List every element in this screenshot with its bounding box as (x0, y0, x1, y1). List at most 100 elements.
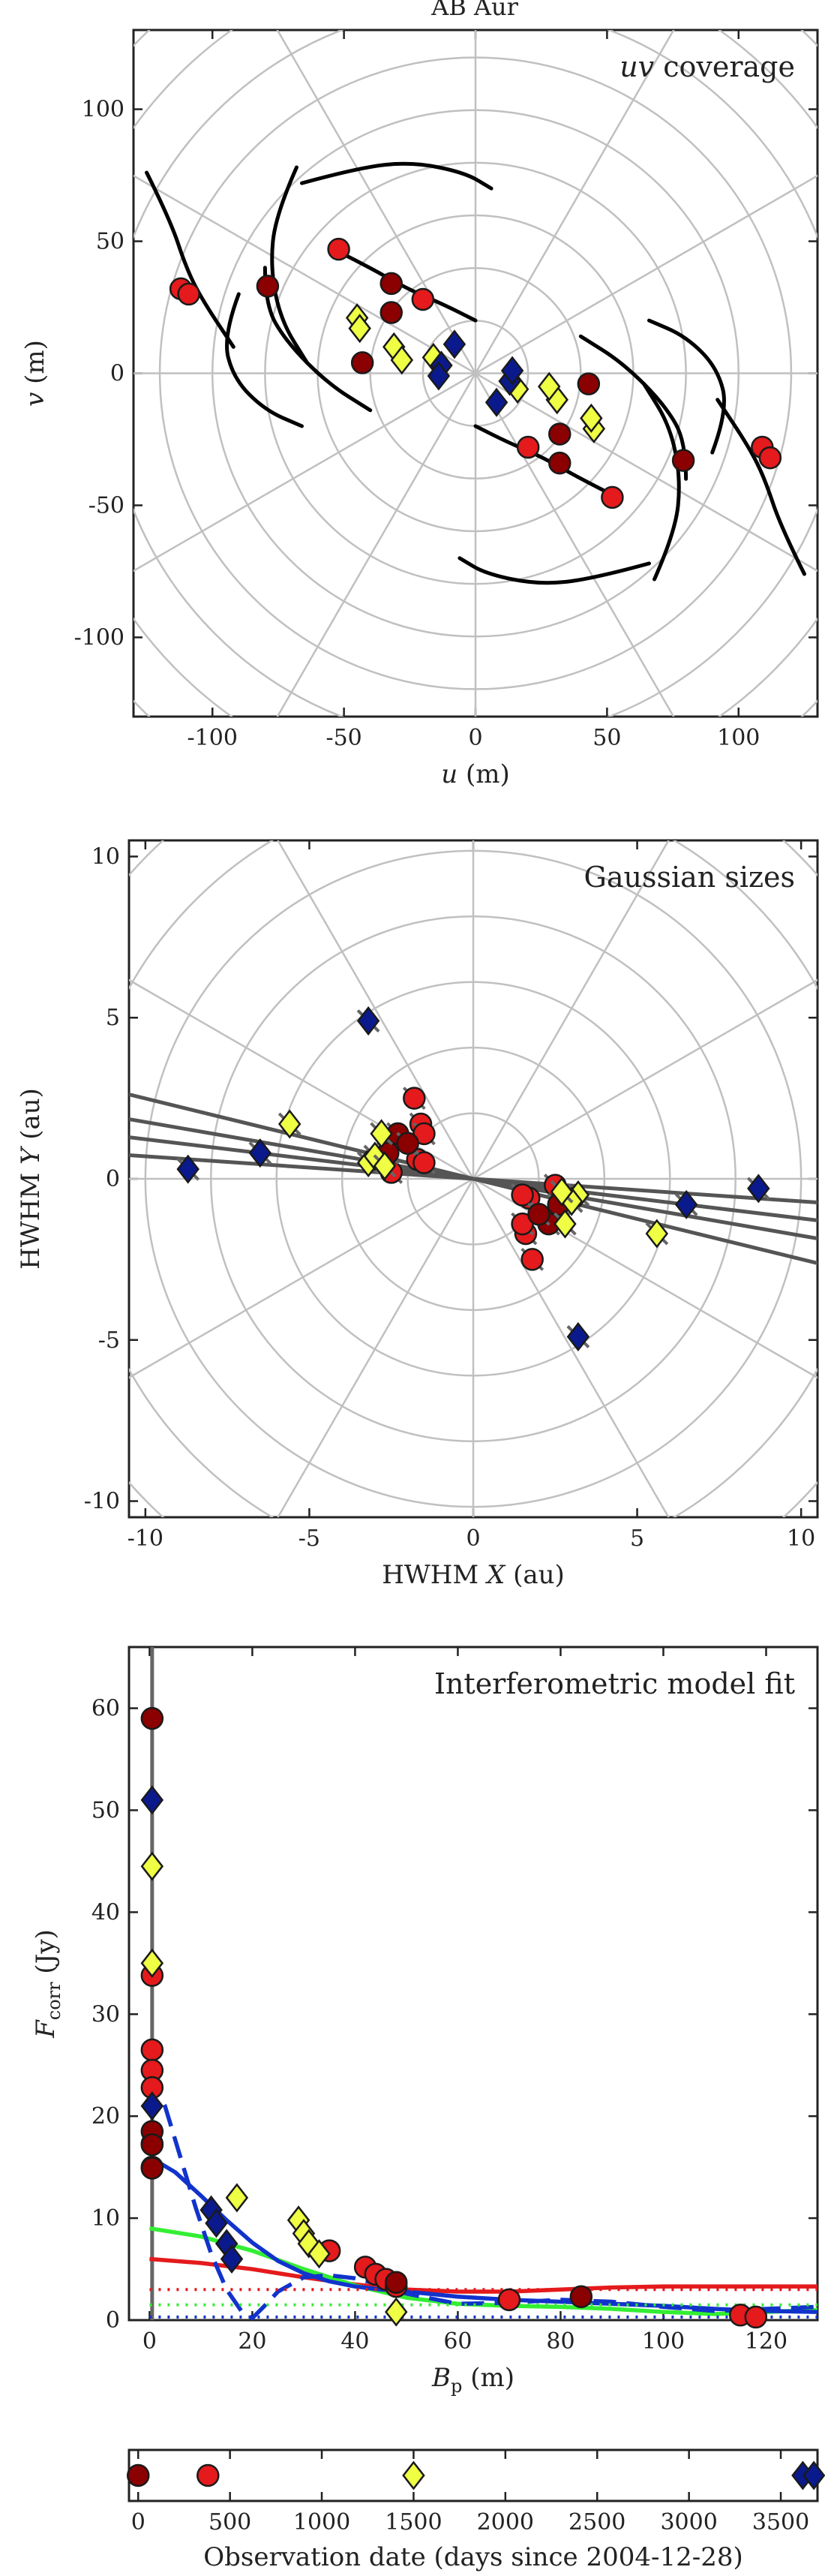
plot-frame (128, 2448, 819, 2502)
uv-track (262, 266, 373, 413)
x-tick-label: 20 (238, 2328, 266, 2355)
uv-track (716, 398, 806, 576)
fit-series-dark_red (140, 1706, 593, 2308)
uv-track (225, 292, 304, 428)
x-tick-label: 3500 (752, 2509, 809, 2535)
uv-point (256, 275, 280, 298)
grid-spoke (134, 174, 818, 573)
fit-point (569, 2285, 593, 2308)
fit-point (140, 1948, 164, 1978)
x-tick-label: 2500 (568, 2509, 626, 2535)
model-curves (147, 1647, 818, 2320)
uv-track (473, 424, 614, 497)
uv-track (641, 382, 681, 582)
fit-point (140, 2157, 164, 2180)
fit-point (385, 2297, 408, 2327)
uv-point (758, 446, 782, 470)
uv-point (537, 371, 561, 401)
uv-point (177, 282, 200, 306)
fit-point (220, 2244, 244, 2274)
gauss-point (248, 1138, 272, 1168)
gauss-point (403, 1087, 426, 1110)
x-tick-label: 50 (592, 725, 621, 751)
uv-track (270, 165, 310, 365)
fit-point (308, 2239, 331, 2269)
y-tick-label: 40 (92, 1899, 120, 1925)
fit-point (140, 2091, 164, 2121)
x-axis-label: u (m) (441, 759, 509, 789)
gauss-point (511, 1183, 534, 1207)
gauss-point (373, 1151, 397, 1181)
y-tick-label: 50 (92, 1797, 120, 1823)
x-axis-label: Observation date (days since 2004-12-28) (203, 2542, 743, 2572)
grid-circle (134, 30, 818, 717)
gauss-point (370, 1119, 393, 1149)
y-tick-label: 0 (110, 361, 124, 387)
model-curve-red (149, 2256, 818, 2294)
x-tick-label: 40 (340, 2328, 369, 2355)
gauss-series-navy (176, 1005, 770, 1352)
uv-series-red (169, 237, 782, 509)
plot-frame (128, 1646, 819, 2322)
fit-point (225, 2183, 249, 2213)
y-tick-label: 0 (106, 2307, 120, 2334)
gauss-point (550, 1177, 574, 1207)
x-tick-label: 60 (443, 2328, 472, 2355)
x-tick-label: 120 (745, 2328, 788, 2355)
uv-point (380, 301, 404, 324)
uv-point (427, 361, 451, 391)
x-tick-label: 0 (131, 2509, 146, 2535)
uv-point (671, 449, 695, 472)
x-tick-label: -10 (128, 1525, 164, 1552)
gauss-point (356, 1005, 380, 1036)
fit-series-red (140, 1964, 768, 2329)
uv-series-yellow (345, 303, 606, 443)
uv-tracks (145, 161, 806, 585)
date-point (802, 2460, 825, 2490)
x-tick-label: 10 (787, 1525, 815, 1552)
uv-point (548, 422, 572, 446)
chart-annotation: Gaussian sizes (584, 861, 795, 894)
figure-title: AB Aur (430, 0, 519, 21)
gauss-point (412, 1151, 436, 1174)
gauss-point (554, 1209, 577, 1239)
date-series-navy (791, 2460, 825, 2490)
pa-lines (129, 1092, 818, 1266)
x-tick-label: 0 (142, 2328, 157, 2355)
gauss-point (674, 1189, 698, 1219)
uv-series-dark_red (256, 272, 695, 475)
y-tick-label: 10 (92, 843, 120, 870)
fit-point (140, 1851, 164, 1881)
pa-line (129, 1153, 818, 1205)
uv-track (458, 556, 652, 585)
x-tick-label: 100 (717, 725, 760, 751)
fit-point (744, 2305, 768, 2329)
y-tick-label: 30 (92, 2001, 120, 2027)
model-curve-blue (147, 2074, 818, 2320)
gauss-point (566, 1321, 590, 1352)
fit-point (140, 1785, 164, 1815)
x-tick-label: 100 (642, 2328, 685, 2355)
date-point (126, 2463, 150, 2487)
x-tick-label: 0 (466, 1525, 480, 1552)
date-point (196, 2463, 220, 2487)
x-tick-label: -5 (298, 1525, 320, 1552)
y-tick-label: -10 (84, 1489, 120, 1515)
gauss-point (645, 1219, 669, 1249)
gauss-point (520, 1248, 544, 1271)
grid-circle (134, 30, 818, 717)
x-tick-label: 1500 (385, 2509, 442, 2535)
fit-series-yellow (140, 1851, 408, 2327)
date-series-yellow (402, 2460, 425, 2490)
gauss-point (396, 1132, 419, 1156)
fit-point (384, 2271, 408, 2294)
y-tick-label: -5 (98, 1327, 120, 1354)
uv-point (442, 329, 466, 359)
uv-track (578, 334, 688, 481)
gauss-series-yellow (278, 1109, 669, 1249)
uv-point (350, 351, 374, 374)
fit-point (497, 2288, 521, 2312)
gauss-point (176, 1154, 200, 1184)
chart-uv: -100 -50 0 50 100 -100 -50 0 50 100 u (m) v (m) uv c… (20, 29, 819, 789)
